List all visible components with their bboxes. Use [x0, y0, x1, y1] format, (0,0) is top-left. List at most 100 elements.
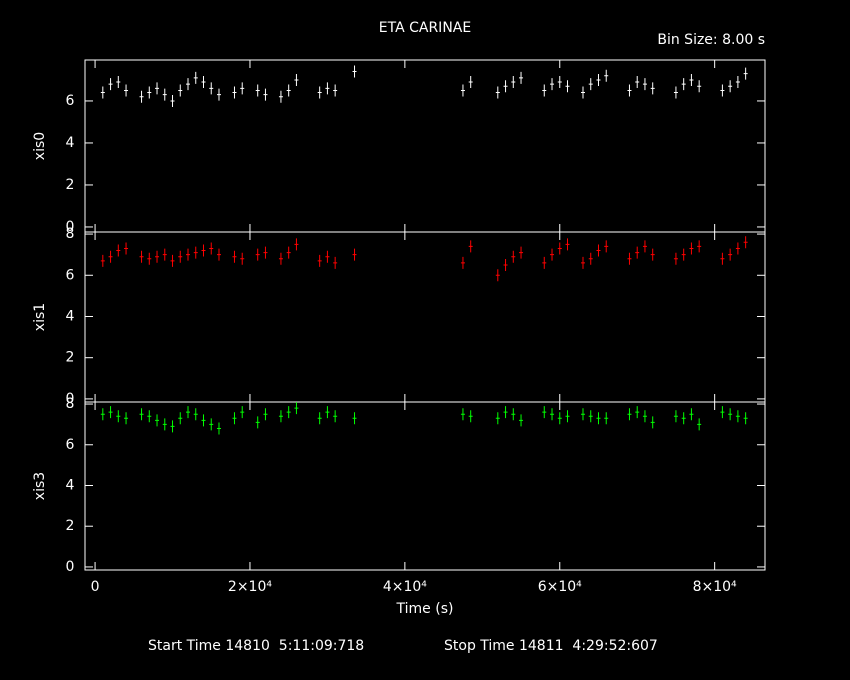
- data-point: [550, 78, 555, 91]
- data-point: [550, 248, 555, 261]
- data-point: [232, 86, 237, 99]
- data-point: [735, 242, 740, 255]
- data-point: [460, 256, 465, 269]
- data-point: [201, 414, 206, 427]
- data-point: [294, 238, 299, 251]
- data-point: [333, 410, 338, 423]
- data-point: [286, 246, 291, 259]
- data-point: [186, 406, 191, 419]
- data-point: [147, 410, 152, 423]
- x-tick-label: 2×10⁴: [228, 579, 272, 595]
- data-point: [100, 86, 105, 99]
- data-point: [178, 250, 183, 263]
- data-point: [720, 84, 725, 97]
- data-point: [186, 248, 191, 261]
- y-tick-label: 6: [66, 93, 75, 109]
- data-point: [352, 248, 357, 261]
- data-point: [116, 410, 121, 423]
- data-point: [650, 82, 655, 95]
- data-point: [596, 244, 601, 257]
- data-point: [317, 412, 322, 425]
- data-point: [557, 242, 562, 255]
- data-point: [139, 90, 144, 103]
- data-point: [468, 410, 473, 423]
- data-point: [743, 412, 748, 425]
- data-point: [255, 248, 260, 261]
- data-point: [139, 408, 144, 421]
- data-point: [286, 84, 291, 97]
- data-point: [468, 240, 473, 253]
- data-point: [108, 406, 113, 419]
- data-point: [511, 408, 516, 421]
- data-point: [735, 76, 740, 89]
- data-point: [209, 242, 214, 255]
- data-point: [162, 88, 167, 101]
- data-point: [635, 246, 640, 259]
- data-point: [689, 73, 694, 86]
- data-point: [542, 406, 547, 419]
- data-point: [209, 82, 214, 95]
- data-point: [278, 90, 283, 103]
- data-point: [689, 242, 694, 255]
- data-point: [596, 412, 601, 425]
- data-point: [565, 80, 570, 93]
- data-point: [155, 414, 160, 427]
- data-point: [193, 71, 198, 84]
- data-point: [170, 420, 175, 433]
- data-point: [728, 248, 733, 261]
- data-point: [178, 84, 183, 97]
- data-point: [325, 406, 330, 419]
- data-point: [255, 84, 260, 97]
- data-point: [565, 238, 570, 251]
- y-tick-label: 2: [66, 518, 75, 534]
- data-point: [588, 78, 593, 91]
- data-point: [519, 246, 524, 259]
- data-point: [178, 412, 183, 425]
- data-point: [503, 80, 508, 93]
- data-point: [604, 412, 609, 425]
- data-point: [325, 82, 330, 95]
- y-axis-label: xis0: [32, 132, 48, 160]
- data-point: [263, 246, 268, 259]
- data-point: [627, 408, 632, 421]
- data-point: [557, 76, 562, 89]
- y-tick-label: 4: [66, 135, 75, 151]
- data-point: [155, 250, 160, 263]
- start-time: Start Time 14810 5:11:09:718: [148, 638, 364, 654]
- data-point: [580, 408, 585, 421]
- data-point: [352, 65, 357, 78]
- data-point: [147, 252, 152, 265]
- y-axis-label: xis3: [32, 472, 48, 500]
- data-point: [116, 244, 121, 257]
- y-tick-label: 8: [66, 226, 75, 242]
- data-point: [681, 78, 686, 91]
- data-point: [201, 76, 206, 89]
- data-point: [333, 84, 338, 97]
- y-axis-label: xis1: [32, 303, 48, 331]
- data-point: [697, 418, 702, 431]
- data-point: [468, 76, 473, 89]
- data-point: [317, 86, 322, 99]
- x-axis-label: Time (s): [396, 601, 454, 617]
- data-point: [588, 410, 593, 423]
- data-point: [650, 416, 655, 429]
- data-point: [743, 236, 748, 249]
- data-point: [170, 94, 175, 107]
- data-point: [278, 410, 283, 423]
- y-tick-label: 2: [66, 350, 75, 366]
- data-point: [580, 86, 585, 99]
- y-tick-label: 8: [66, 396, 75, 412]
- data-point: [519, 71, 524, 84]
- data-point: [650, 248, 655, 261]
- data-point: [635, 406, 640, 419]
- data-point: [681, 248, 686, 261]
- data-point: [697, 240, 702, 253]
- x-tick-label: 8×10⁴: [693, 579, 737, 595]
- y-tick-label: 4: [66, 477, 75, 493]
- data-point: [580, 256, 585, 269]
- data-point: [155, 82, 160, 95]
- data-point: [635, 76, 640, 89]
- bin-size: Bin Size: 8.00 s: [657, 32, 765, 48]
